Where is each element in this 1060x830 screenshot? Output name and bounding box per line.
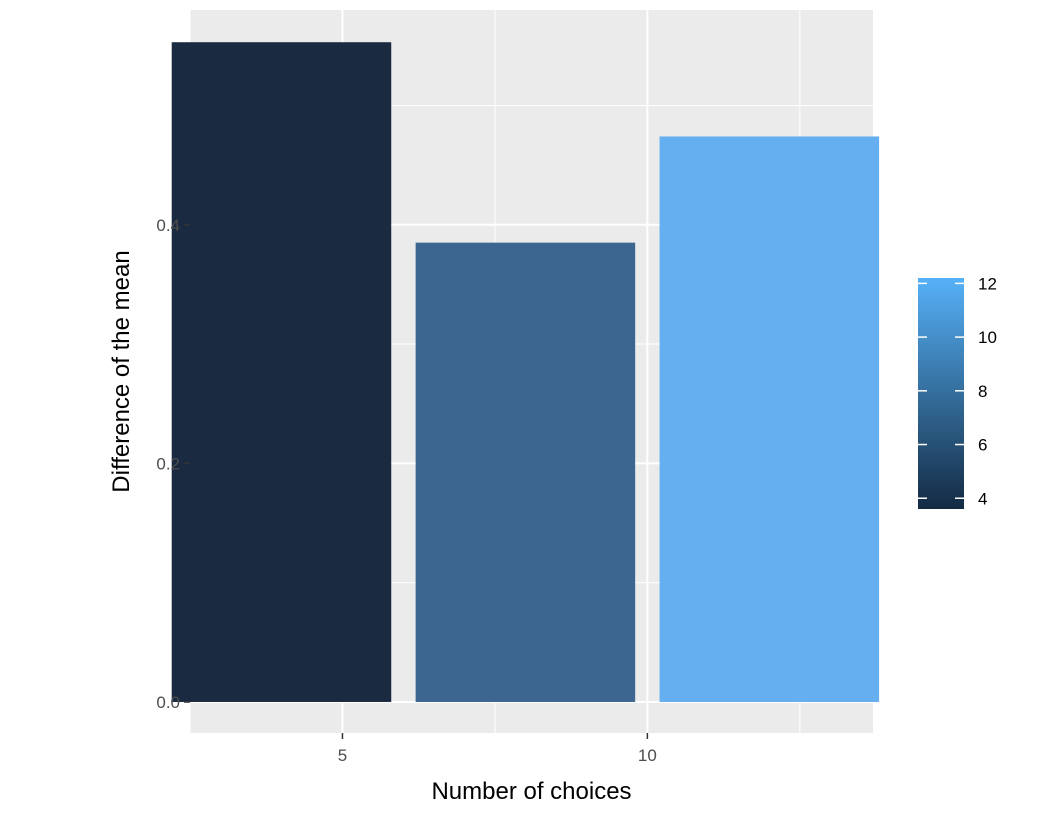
bar-3: [659, 136, 880, 702]
y-tick-label: 0.4: [156, 216, 180, 235]
y-axis-title: Difference of the mean: [108, 250, 135, 492]
legend-tick-label: 12: [978, 274, 997, 293]
bar-1: [171, 42, 392, 702]
legend-colorbar: [918, 278, 964, 509]
legend-tick-label: 4: [978, 489, 987, 508]
y-axis: 0.0 0.2 0.4: [156, 216, 190, 712]
y-tick-label: 0.2: [156, 454, 180, 473]
bars: [171, 42, 880, 702]
x-axis-title: Number of choices: [431, 778, 631, 805]
legend-tick-label: 8: [978, 382, 987, 401]
x-tick-label: 5: [338, 746, 347, 765]
x-axis: 5 10: [338, 733, 657, 765]
legend-tick-label: 10: [978, 328, 997, 347]
y-tick-label: 0.0: [156, 693, 180, 712]
legend-tick-label: 6: [978, 436, 987, 455]
color-legend: 4 6 8 10 12: [918, 274, 997, 509]
x-tick-label: 10: [638, 746, 657, 765]
bar-2: [415, 242, 636, 702]
